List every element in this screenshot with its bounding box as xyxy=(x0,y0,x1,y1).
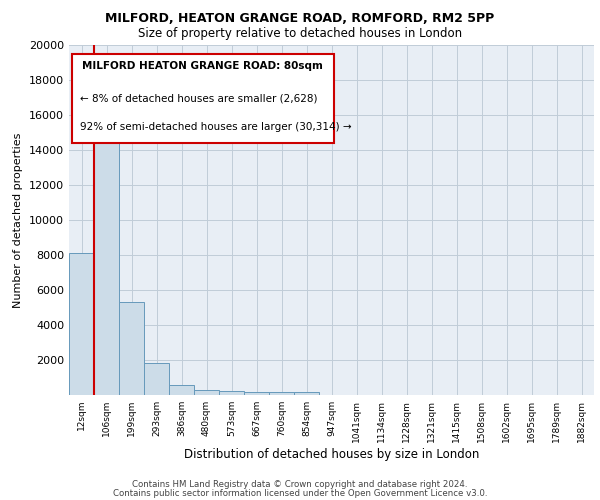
Text: 92% of semi-detached houses are larger (30,314) →: 92% of semi-detached houses are larger (… xyxy=(79,122,351,132)
X-axis label: Distribution of detached houses by size in London: Distribution of detached houses by size … xyxy=(184,448,479,460)
Text: Size of property relative to detached houses in London: Size of property relative to detached ho… xyxy=(138,28,462,40)
Bar xyxy=(294,392,319,395)
Bar xyxy=(219,392,244,395)
Text: ← 8% of detached houses are smaller (2,628): ← 8% of detached houses are smaller (2,6… xyxy=(79,94,317,104)
Bar xyxy=(94,103,119,395)
Text: MILFORD HEATON GRANGE ROAD: 80sqm: MILFORD HEATON GRANGE ROAD: 80sqm xyxy=(82,61,323,71)
Bar xyxy=(69,254,94,395)
Text: Contains HM Land Registry data © Crown copyright and database right 2024.: Contains HM Land Registry data © Crown c… xyxy=(132,480,468,489)
FancyBboxPatch shape xyxy=(71,54,334,143)
Y-axis label: Number of detached properties: Number of detached properties xyxy=(13,132,23,308)
Bar xyxy=(144,362,169,395)
Bar xyxy=(169,384,194,395)
Text: Contains public sector information licensed under the Open Government Licence v3: Contains public sector information licen… xyxy=(113,489,487,498)
Bar xyxy=(269,392,294,395)
Bar xyxy=(194,390,219,395)
Text: MILFORD, HEATON GRANGE ROAD, ROMFORD, RM2 5PP: MILFORD, HEATON GRANGE ROAD, ROMFORD, RM… xyxy=(106,12,494,26)
Bar xyxy=(244,392,269,395)
Bar xyxy=(119,302,144,395)
